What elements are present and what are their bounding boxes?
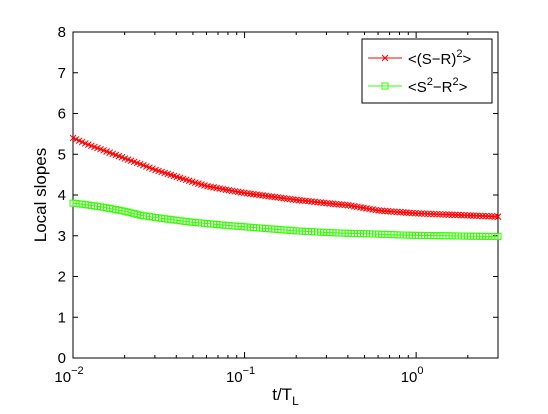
y-tick-label: 4: [58, 187, 66, 204]
x-tick-label-base: 10: [226, 369, 243, 386]
series-1-point: [415, 210, 422, 217]
legend-entry-label-part: 2: [452, 76, 458, 88]
legend-entry-label: <(S−R)2>: [408, 48, 471, 68]
series-2-point: [494, 233, 502, 241]
legend-entry-label-part: 2: [427, 76, 433, 88]
x-tick-label-base: 10: [401, 369, 418, 386]
x-axis-title-subscript: L: [292, 394, 299, 408]
series-1-point: [430, 210, 438, 218]
series-1-point: [375, 207, 383, 214]
series-1-point: [491, 213, 499, 220]
series-1-point: [442, 211, 450, 218]
series-1-point: [476, 212, 484, 220]
x-tick-label-base: 10: [54, 369, 71, 386]
series-1-point: [494, 213, 502, 220]
series-1-point: [433, 210, 441, 218]
series-2: [69, 199, 502, 241]
x-axis-title-main: t/T: [272, 385, 292, 404]
y-tick-label: 5: [58, 146, 66, 163]
series-1-point: [488, 212, 496, 220]
series-1-point: [467, 212, 474, 219]
series-1-point: [396, 208, 404, 216]
series-1-point: [457, 211, 465, 219]
series-layer: [69, 134, 502, 241]
series-1-point: [482, 212, 490, 220]
legend-entry-label: <S2−R2>: [408, 76, 468, 96]
series-1-point: [378, 207, 386, 215]
legend-swatch-marker: [381, 54, 389, 62]
legend-entry-label-part: 2: [456, 48, 462, 60]
y-tick-label: 8: [58, 24, 66, 41]
x-tick-label-exponent: −2: [71, 365, 84, 377]
x-tick-label-exponent: −1: [243, 365, 256, 377]
y-tick-label: 6: [58, 106, 66, 123]
legend-box: [361, 38, 493, 104]
series-1-point: [412, 209, 419, 217]
series-1-point: [454, 211, 462, 219]
series-1-point: [421, 210, 428, 218]
series-1-point: [479, 212, 487, 220]
series-1-point: [461, 211, 468, 219]
series-1-point: [393, 208, 401, 216]
y-tick-label: 1: [58, 309, 66, 326]
series-1-point: [451, 211, 459, 219]
series-1-point: [405, 209, 413, 217]
legend-entry-label-part: −R: [433, 79, 453, 96]
series-1-point: [485, 212, 493, 220]
series-1-point: [381, 207, 389, 215]
series-1-point: [427, 210, 435, 218]
series-1: [69, 134, 502, 220]
legend-entry-label-part: <S: [408, 79, 427, 96]
y-tick-label: 0: [58, 350, 66, 367]
y-axis-title: Local slopes: [31, 148, 50, 243]
legend-entry-label-part: >: [462, 51, 471, 68]
y-tick-label: 7: [58, 65, 66, 82]
series-1-point: [473, 212, 480, 220]
series-1-point: [384, 207, 392, 215]
series-1-point: [448, 211, 456, 219]
series-1-point: [399, 209, 407, 216]
legend: <(S−R)2><S2−R2>: [361, 38, 493, 104]
series-1-point: [436, 210, 444, 218]
series-1-point: [445, 211, 453, 219]
y-tick-label: 2: [58, 269, 66, 286]
series-1-point: [387, 208, 395, 215]
series-1-point: [402, 209, 410, 216]
series-1-point: [424, 210, 432, 218]
legend-swatch-marker: [381, 82, 389, 90]
series-1-point: [409, 209, 416, 217]
series-1-point: [464, 212, 471, 219]
series-1-point: [418, 210, 425, 217]
x-tick-label: 10−2: [54, 365, 83, 386]
series-1-point: [470, 212, 477, 219]
legend-entry-label-part: >: [459, 79, 468, 96]
legend-entry-label-part: <(S−R): [408, 51, 456, 68]
series-1-point: [439, 211, 447, 218]
x-tick-label-exponent: 0: [417, 365, 423, 377]
x-tick-label: 10−1: [226, 365, 255, 386]
x-tick-label: 100: [401, 365, 424, 386]
y-tick-label: 3: [58, 228, 66, 245]
x-axis-title: t/TL: [272, 385, 299, 408]
series-1-point: [390, 208, 398, 216]
